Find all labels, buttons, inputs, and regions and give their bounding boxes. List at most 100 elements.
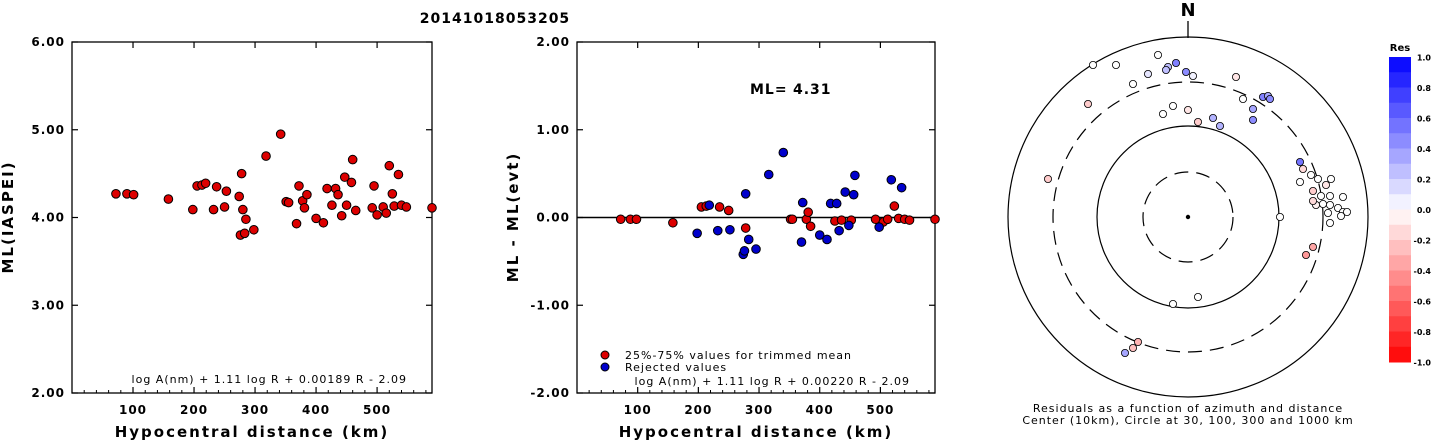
polar-point xyxy=(1209,114,1218,123)
colorbar-cell xyxy=(1389,285,1411,302)
middle-point-series-0 xyxy=(930,214,940,225)
middle-point-series-1 xyxy=(796,237,807,247)
middle-point-series-0 xyxy=(714,202,725,212)
polar-data-points xyxy=(1044,51,1352,357)
left-point xyxy=(208,204,219,215)
colorbar-cell xyxy=(1389,194,1411,210)
polar-point xyxy=(1319,199,1328,208)
left-point xyxy=(219,202,230,212)
left-point xyxy=(163,194,174,204)
left-y-tick-label: 3.00 xyxy=(31,298,65,312)
colorbar-title: Res xyxy=(1390,43,1410,54)
middle-data-points xyxy=(615,147,940,260)
middle-point-series-0 xyxy=(631,214,642,225)
polar-point xyxy=(1322,180,1331,189)
middle-point-series-0 xyxy=(836,215,847,225)
middle-point-series-1 xyxy=(840,187,850,197)
polar-point xyxy=(1249,105,1258,114)
polar-caption-line-2: Center (10km), Circle at 30, 100, 300 an… xyxy=(1022,414,1353,427)
middle-point-series-0 xyxy=(882,214,893,225)
polar-point xyxy=(1189,72,1198,81)
left-y-tick-label: 4.00 xyxy=(31,211,65,225)
colorbar-cell xyxy=(1389,163,1411,180)
middle-point-series-1 xyxy=(822,234,832,245)
polar-point xyxy=(1314,174,1323,183)
left-x-tick-label: 400 xyxy=(302,403,330,417)
left-point xyxy=(283,197,294,208)
left-magnitude-plot: 100 200 300 400 500 2.00 3.00 4.00 5.00 6.00 log … xyxy=(0,35,437,441)
middle-formula: log A(nm) + 1.11 log R + 0.00220 R - 2.0… xyxy=(635,375,910,388)
left-point xyxy=(381,208,392,218)
legend-label-rejected: Rejected values xyxy=(625,361,727,374)
middle-point-series-1 xyxy=(739,246,750,256)
polar-point xyxy=(1194,118,1203,127)
colorbar-cell xyxy=(1389,255,1411,271)
left-tick-marks: 100 200 300 400 500 2.00 3.00 4.00 5.00 6.00 xyxy=(31,35,432,417)
left-y-tick-label: 2.00 xyxy=(31,386,65,400)
colorbar-cell xyxy=(1389,301,1411,317)
colorbar-cell xyxy=(1389,179,1411,195)
left-point xyxy=(350,205,361,216)
left-data-points xyxy=(111,129,437,240)
left-point xyxy=(387,189,398,199)
left-y-axis-label: ML(IASPEI) xyxy=(0,160,17,273)
left-x-tick-label: 100 xyxy=(119,403,147,417)
middle-point-series-0 xyxy=(787,214,798,225)
left-point xyxy=(322,183,332,194)
colorbar-cell xyxy=(1389,102,1411,119)
middle-point-series-1 xyxy=(778,147,789,158)
middle-x-tick-label: 100 xyxy=(624,403,652,417)
polar-point xyxy=(1309,196,1318,205)
middle-y-tick-label: 1.00 xyxy=(536,123,570,137)
polar-caption-line-1: Residuals as a function of azimuth and d… xyxy=(1033,402,1343,415)
left-point xyxy=(111,189,121,199)
left-point xyxy=(341,200,352,211)
polar-point xyxy=(1089,61,1098,70)
middle-point-series-0 xyxy=(668,217,678,228)
residual-colorbar: Res 1.0 0.8 0.6 0.4 0.2 0.0 -0.2 -0.4 -0.6 -0.8 -1… xyxy=(1389,43,1431,368)
left-point xyxy=(347,154,358,165)
colorbar-cell xyxy=(1389,316,1411,332)
colorbar-cell xyxy=(1389,148,1411,165)
left-point xyxy=(236,168,247,179)
polar-point xyxy=(1307,170,1316,179)
left-point xyxy=(401,202,412,212)
polar-point xyxy=(1309,186,1318,195)
left-point xyxy=(200,178,211,189)
left-point xyxy=(372,210,382,220)
middle-point-series-0 xyxy=(805,221,816,232)
polar-point xyxy=(1169,102,1178,111)
polar-point xyxy=(1299,164,1308,173)
middle-y-tick-label: 2.00 xyxy=(536,35,570,49)
polar-point xyxy=(1182,68,1191,77)
left-point xyxy=(221,186,232,196)
middle-point-series-0 xyxy=(803,207,813,218)
legend-marker-trimmed xyxy=(600,350,610,360)
left-point xyxy=(336,210,347,221)
left-x-axis-label: Hypocentral distance (km) xyxy=(115,423,390,441)
left-point xyxy=(339,172,350,182)
colorbar-label: -0.8 xyxy=(1414,328,1432,337)
middle-x-tick-label: 400 xyxy=(806,403,834,417)
colorbar-cell xyxy=(1389,118,1411,134)
middle-x-axis-label: Hypocentral distance (km) xyxy=(619,423,894,441)
left-y-tick-label: 5.00 xyxy=(31,123,65,137)
colorbar-label: -0.4 xyxy=(1414,267,1432,276)
middle-x-tick-label: 200 xyxy=(684,403,712,417)
middle-point-series-1 xyxy=(814,230,825,240)
polar-point xyxy=(1309,242,1318,251)
polar-residual-plot: N Residuals as a function of azimuth and… xyxy=(1007,0,1369,427)
middle-point-series-0 xyxy=(740,223,751,233)
north-label: N xyxy=(1180,0,1195,21)
middle-x-tick-label: 500 xyxy=(866,403,894,417)
polar-point xyxy=(1326,200,1335,209)
middle-y-tick-label: -2.00 xyxy=(530,386,570,400)
middle-point-series-1 xyxy=(848,189,859,200)
colorbar-label: 0.8 xyxy=(1417,84,1432,93)
left-point xyxy=(249,224,259,235)
polar-point xyxy=(1194,292,1203,301)
colorbar-label: 0.0 xyxy=(1417,206,1432,215)
middle-x-tick-label: 300 xyxy=(745,403,773,417)
middle-point-series-1 xyxy=(743,234,754,245)
middle-y-tick-label: -1.00 xyxy=(530,298,570,312)
